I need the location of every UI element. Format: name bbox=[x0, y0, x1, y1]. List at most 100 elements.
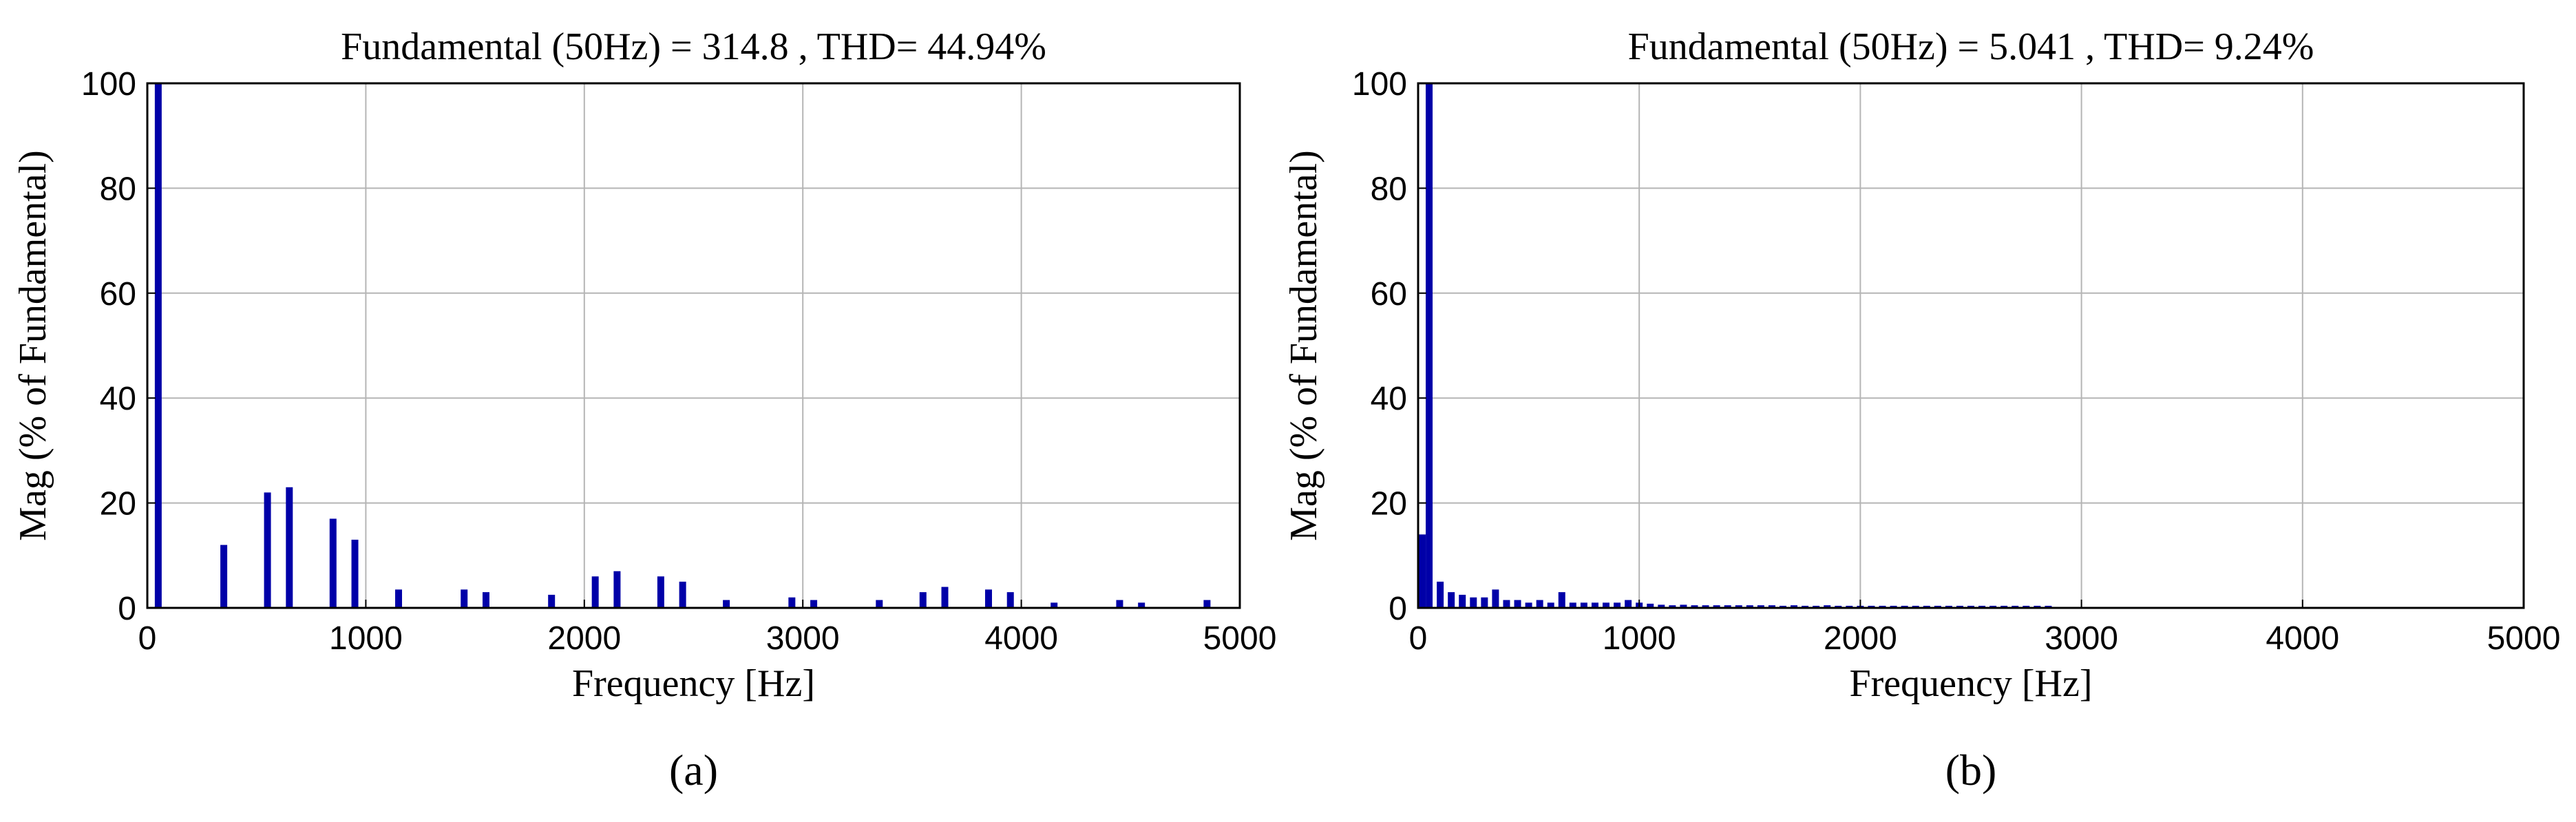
y-axis-label: Mag (% of Fundamental) bbox=[12, 150, 54, 541]
data-bar bbox=[591, 576, 599, 608]
data-bar bbox=[1536, 600, 1543, 608]
panel-b: 0 1000 2000 3000 4000 5000 0 20 40 60 80 100 Fundame… bbox=[1282, 25, 2560, 794]
data-bar bbox=[1724, 605, 1731, 608]
chart-title: Fundamental (50Hz) = 314.8 , THD= 44.94% bbox=[341, 25, 1046, 68]
data-bar bbox=[2045, 605, 2052, 608]
x-axis-label: Frequency [Hz] bbox=[572, 662, 815, 705]
data-bar bbox=[1779, 605, 1786, 608]
data-bar bbox=[351, 539, 359, 608]
data-bar bbox=[2012, 605, 2019, 608]
x-tick-label: 0 bbox=[1409, 620, 1428, 657]
data-bar bbox=[1525, 602, 1532, 608]
data-bar bbox=[1558, 592, 1565, 608]
data-bar bbox=[1426, 83, 1433, 608]
data-bar bbox=[1813, 605, 1820, 608]
data-bar bbox=[1419, 534, 1426, 608]
data-bar bbox=[1702, 605, 1709, 608]
data-bar bbox=[1923, 605, 1930, 608]
plot-frame bbox=[1417, 82, 2525, 609]
data-bar bbox=[1757, 605, 1764, 608]
data-bar bbox=[286, 487, 293, 608]
data-bar bbox=[1051, 602, 1058, 608]
data-bar bbox=[1824, 605, 1831, 608]
y-tick-label: 100 bbox=[1352, 66, 1407, 103]
data-bar bbox=[1448, 592, 1455, 608]
y-tick-label: 0 bbox=[118, 591, 136, 627]
data-bar bbox=[723, 600, 730, 608]
chart-title: Fundamental (50Hz) = 5.041 , THD= 9.24% bbox=[1628, 25, 2314, 68]
data-bar bbox=[1481, 597, 1488, 608]
data-bar bbox=[395, 589, 403, 608]
data-bar bbox=[1603, 602, 1610, 608]
x-tick-label: 1000 bbox=[329, 620, 403, 657]
data-bar bbox=[1791, 605, 1798, 608]
data-bar bbox=[1868, 605, 1875, 608]
y-tick-label: 40 bbox=[100, 381, 136, 417]
data-bar bbox=[1547, 602, 1554, 608]
y-tick-label: 20 bbox=[100, 486, 136, 523]
data-bar bbox=[1514, 600, 1521, 608]
x-tick-label: 4000 bbox=[2266, 620, 2339, 657]
data-bar bbox=[1934, 605, 1941, 608]
data-bar bbox=[329, 518, 337, 608]
data-bar bbox=[788, 597, 796, 608]
data-bar bbox=[1203, 600, 1211, 608]
y-tick-label: 100 bbox=[81, 66, 136, 103]
y-tick-label: 60 bbox=[1371, 276, 1407, 313]
data-bar bbox=[2000, 605, 2008, 608]
data-bar bbox=[1746, 605, 1753, 608]
y-tick-label: 80 bbox=[100, 171, 136, 207]
data-bar bbox=[657, 576, 664, 608]
data-bar bbox=[1138, 602, 1146, 608]
data-bar bbox=[1503, 600, 1510, 608]
x-tick-label: 0 bbox=[138, 620, 157, 657]
data-bar bbox=[1691, 605, 1698, 608]
data-bar bbox=[1945, 605, 1952, 608]
x-tick-label: 5000 bbox=[2487, 620, 2561, 657]
x-tick-label: 5000 bbox=[1203, 620, 1277, 657]
data-bar bbox=[154, 83, 162, 608]
data-bar bbox=[2034, 605, 2041, 608]
x-tick-label: 3000 bbox=[766, 620, 840, 657]
y-tick-label: 0 bbox=[1389, 591, 1407, 627]
data-bar bbox=[1006, 592, 1014, 608]
data-bar bbox=[2023, 605, 2030, 608]
panel-caption: (b) bbox=[1945, 746, 1997, 794]
plot-frame bbox=[146, 82, 1241, 609]
data-bar bbox=[1978, 605, 1986, 608]
data-bar bbox=[679, 581, 686, 608]
data-bar bbox=[1625, 600, 1632, 608]
x-tick-label: 3000 bbox=[2045, 620, 2118, 657]
data-bar bbox=[1591, 602, 1598, 608]
data-bar bbox=[1879, 605, 1886, 608]
data-bar bbox=[876, 600, 883, 608]
data-bar bbox=[461, 589, 468, 608]
data-bar bbox=[1835, 605, 1842, 608]
data-bar bbox=[1768, 605, 1775, 608]
data-bar bbox=[1658, 604, 1665, 608]
data-bar bbox=[1901, 605, 1908, 608]
data-bar bbox=[1802, 605, 1809, 608]
data-bar bbox=[482, 592, 489, 608]
data-bar bbox=[1492, 589, 1499, 608]
data-bar bbox=[264, 492, 271, 608]
y-tick-label: 40 bbox=[1371, 381, 1407, 417]
data-bar bbox=[1614, 602, 1621, 608]
data-bar bbox=[1669, 605, 1676, 608]
data-bar bbox=[220, 545, 228, 608]
data-bar bbox=[1846, 605, 1853, 608]
data-bar bbox=[1680, 604, 1687, 608]
data-bar bbox=[1470, 597, 1477, 608]
panel-a: 0 1000 2000 3000 4000 5000 0 20 40 60 80 100 Fundame… bbox=[12, 25, 1276, 794]
data-bar bbox=[1989, 605, 1997, 608]
data-bar bbox=[1569, 602, 1576, 608]
data-bar bbox=[1580, 602, 1587, 608]
data-bar bbox=[941, 587, 949, 608]
data-bar bbox=[1735, 605, 1742, 608]
data-bar bbox=[1967, 605, 1974, 608]
data-bar bbox=[1647, 603, 1654, 608]
data-bar bbox=[1912, 605, 1919, 608]
x-tick-label: 2000 bbox=[547, 620, 621, 657]
x-tick-label: 2000 bbox=[1824, 620, 1897, 657]
